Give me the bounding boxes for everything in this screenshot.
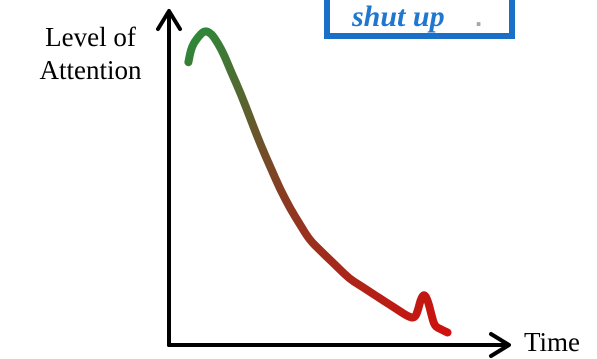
- x-axis-arrowhead: [489, 332, 511, 358]
- callout-trailing-dot: .: [475, 2, 483, 32]
- x-axis-label: Time: [524, 327, 581, 357]
- y-axis-label: Level of Attention: [39, 22, 142, 85]
- chart-axes: [156, 9, 511, 358]
- speech-callout-box: shut up .: [324, 0, 515, 39]
- y-axis-arrowhead: [156, 9, 182, 31]
- callout-text: shut up: [352, 0, 445, 33]
- series-layer: [184, 27, 452, 337]
- attention-curve-0: [184, 27, 452, 337]
